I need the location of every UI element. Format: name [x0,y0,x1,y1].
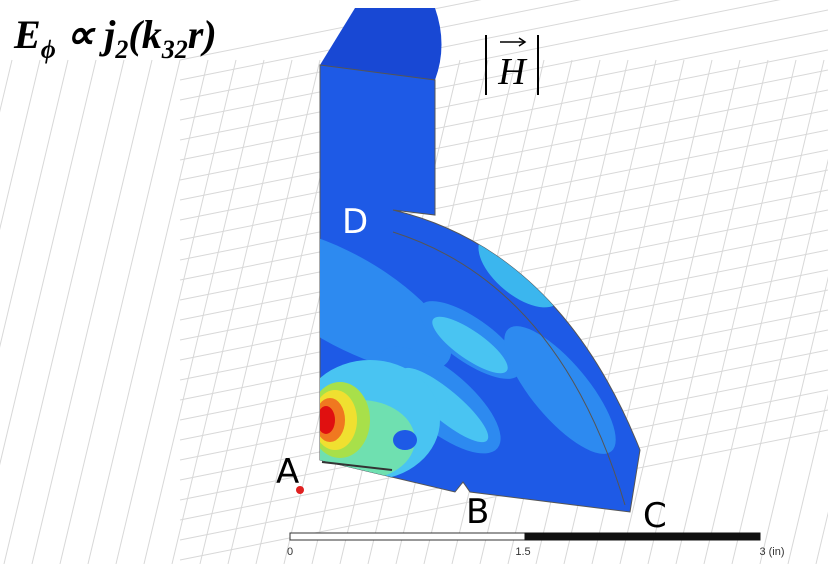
formula-part: (k [128,12,161,57]
formula: Eϕ ∝ j2(k32r) [13,12,217,64]
point-label: C [643,496,667,536]
formula-sub: 32 [161,35,188,64]
grid-line [180,110,828,240]
formula-part: ∝ j [56,12,117,57]
grid-line [732,60,828,564]
formula-part: E [13,12,41,57]
field-label: H [486,35,538,95]
point-label: A [276,452,299,492]
grid-line [180,30,828,160]
point-label: D [342,202,368,242]
grid-line [0,60,68,564]
field-plot: Eϕ ∝ j2(k32r) H D A B C 0 1.5 3 (in) [0,0,828,564]
point-label: B [466,492,489,532]
scale-label: 1.5 [515,546,530,558]
scale-bar: 0 1.5 3 (in) [287,533,785,558]
field-label-text: H [497,51,528,93]
formula-part: r) [188,12,217,57]
grid-line [0,60,96,564]
scale-label: 3 (in) [759,546,784,558]
grid-line [788,60,828,564]
grid-line [0,60,12,564]
formula-sub: ϕ [41,35,56,64]
grid-line [0,60,40,564]
grid-line [180,130,828,260]
formula-sub: 2 [114,35,128,64]
scale-label: 0 [287,546,293,558]
